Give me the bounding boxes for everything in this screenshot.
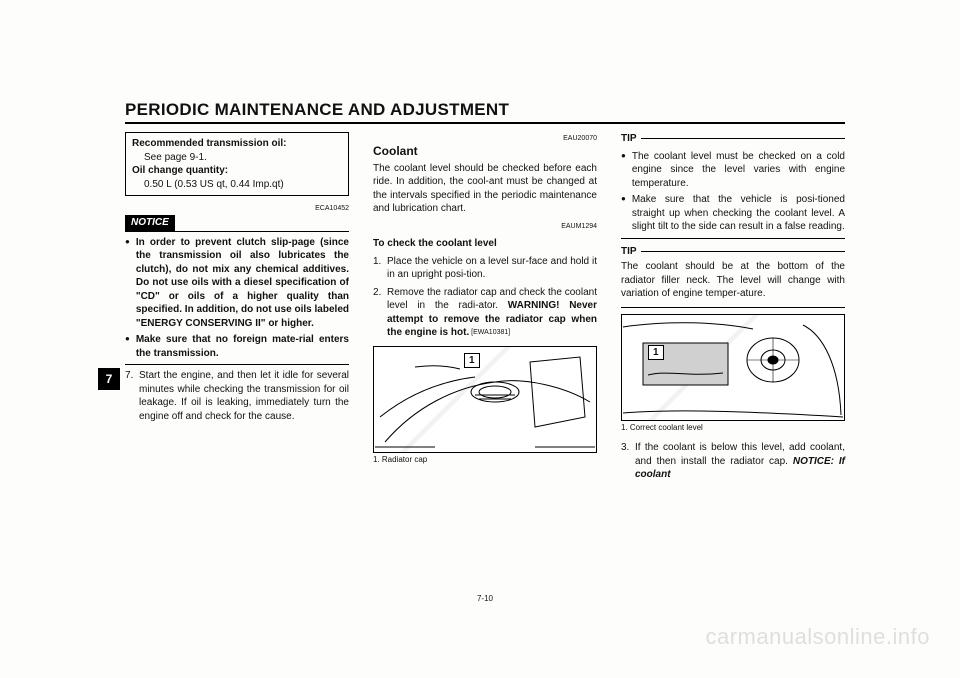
step2-code: [EWA10381] (469, 329, 510, 336)
tip-rule (641, 138, 845, 139)
step-number: 7. (125, 369, 139, 423)
section-heading: Coolant (373, 143, 597, 159)
notice-list: In order to prevent clutch slip-page (si… (125, 236, 349, 361)
spec-line2-value: 0.50 L (0.53 US qt, 0.44 Imp.qt) (132, 178, 342, 192)
spec-box: Recommended transmission oil: See page 9… (125, 132, 349, 196)
step-text: If the coolant is below this level, add … (635, 441, 845, 482)
intro-text: The coolant level should be checked befo… (373, 162, 597, 216)
tip-end-rule (621, 307, 845, 308)
step-1: 1. Place the vehicle on a level sur-face… (373, 255, 597, 282)
columns: Recommended transmission oil: See page 9… (125, 132, 845, 486)
spec-line2-label: Oil change quantity: (132, 164, 342, 178)
column-1: Recommended transmission oil: See page 9… (125, 132, 349, 486)
tip-text: The coolant should be at the bottom of t… (621, 260, 845, 301)
spec-line1-label: Recommended transmission oil: (132, 137, 342, 151)
subheading: To check the coolant level (373, 237, 597, 251)
tip-label: TIP (621, 132, 637, 146)
figure-caption: 1. Correct coolant level (621, 423, 845, 434)
figure-caption: 1. Radiator cap (373, 455, 597, 466)
column-3: TIP The coolant level must be checked on… (621, 132, 845, 486)
watermark: carmanualsonline.info (705, 624, 930, 650)
step-number: 3. (621, 441, 635, 482)
tip-rule (641, 251, 845, 252)
step-3: 3. If the coolant is below this level, a… (621, 441, 845, 482)
notice-rule (125, 231, 349, 232)
figure-callout: 1 (648, 345, 664, 361)
chapter-tab: 7 (98, 368, 120, 390)
tip-list: The coolant level must be checked on a c… (621, 150, 845, 234)
ref-code: ECA10452 (125, 204, 349, 213)
step-text: Start the engine, and then let it idle f… (139, 369, 349, 423)
step-text: Place the vehicle on a level sur-face an… (387, 255, 597, 282)
step-2: 2. Remove the radiator cap and check the… (373, 286, 597, 340)
spec-line1-value: See page 9-1. (132, 151, 342, 165)
notice-item: In order to prevent clutch slip-page (si… (136, 236, 349, 331)
column-2: EAU20070 Coolant The coolant level shoul… (373, 132, 597, 486)
step-text: Remove the radiator cap and check the co… (387, 286, 597, 340)
tip-item: Make sure that the vehicle is posi-tione… (632, 193, 845, 234)
page-content: PERIODIC MAINTENANCE AND ADJUSTMENT Reco… (125, 100, 845, 486)
step-number: 1. (373, 255, 387, 282)
tip-header: TIP (621, 132, 845, 146)
chapter-title: PERIODIC MAINTENANCE AND ADJUSTMENT (125, 100, 845, 124)
tip-item: The coolant level must be checked on a c… (632, 150, 845, 191)
tip-header: TIP (621, 245, 845, 259)
ref-code: EAU20070 (373, 134, 597, 143)
step-number: 2. (373, 286, 387, 340)
ref-code: EAUM1294 (373, 222, 597, 231)
figure-coolant-level: 1 (621, 314, 845, 421)
figure-illustration (622, 315, 844, 420)
notice-item: Make sure that no foreign mate-rial ente… (136, 333, 349, 360)
notice-block: NOTICE (125, 215, 349, 232)
figure-callout: 1 (464, 353, 480, 369)
tip-label: TIP (621, 245, 637, 259)
figure-illustration (374, 347, 596, 452)
step-7: 7. Start the engine, and then let it idl… (125, 369, 349, 423)
figure-radiator-cap: 1 (373, 346, 597, 453)
notice-end-rule (125, 364, 349, 365)
page-number: 7-10 (125, 594, 845, 603)
notice-label: NOTICE (125, 215, 175, 231)
